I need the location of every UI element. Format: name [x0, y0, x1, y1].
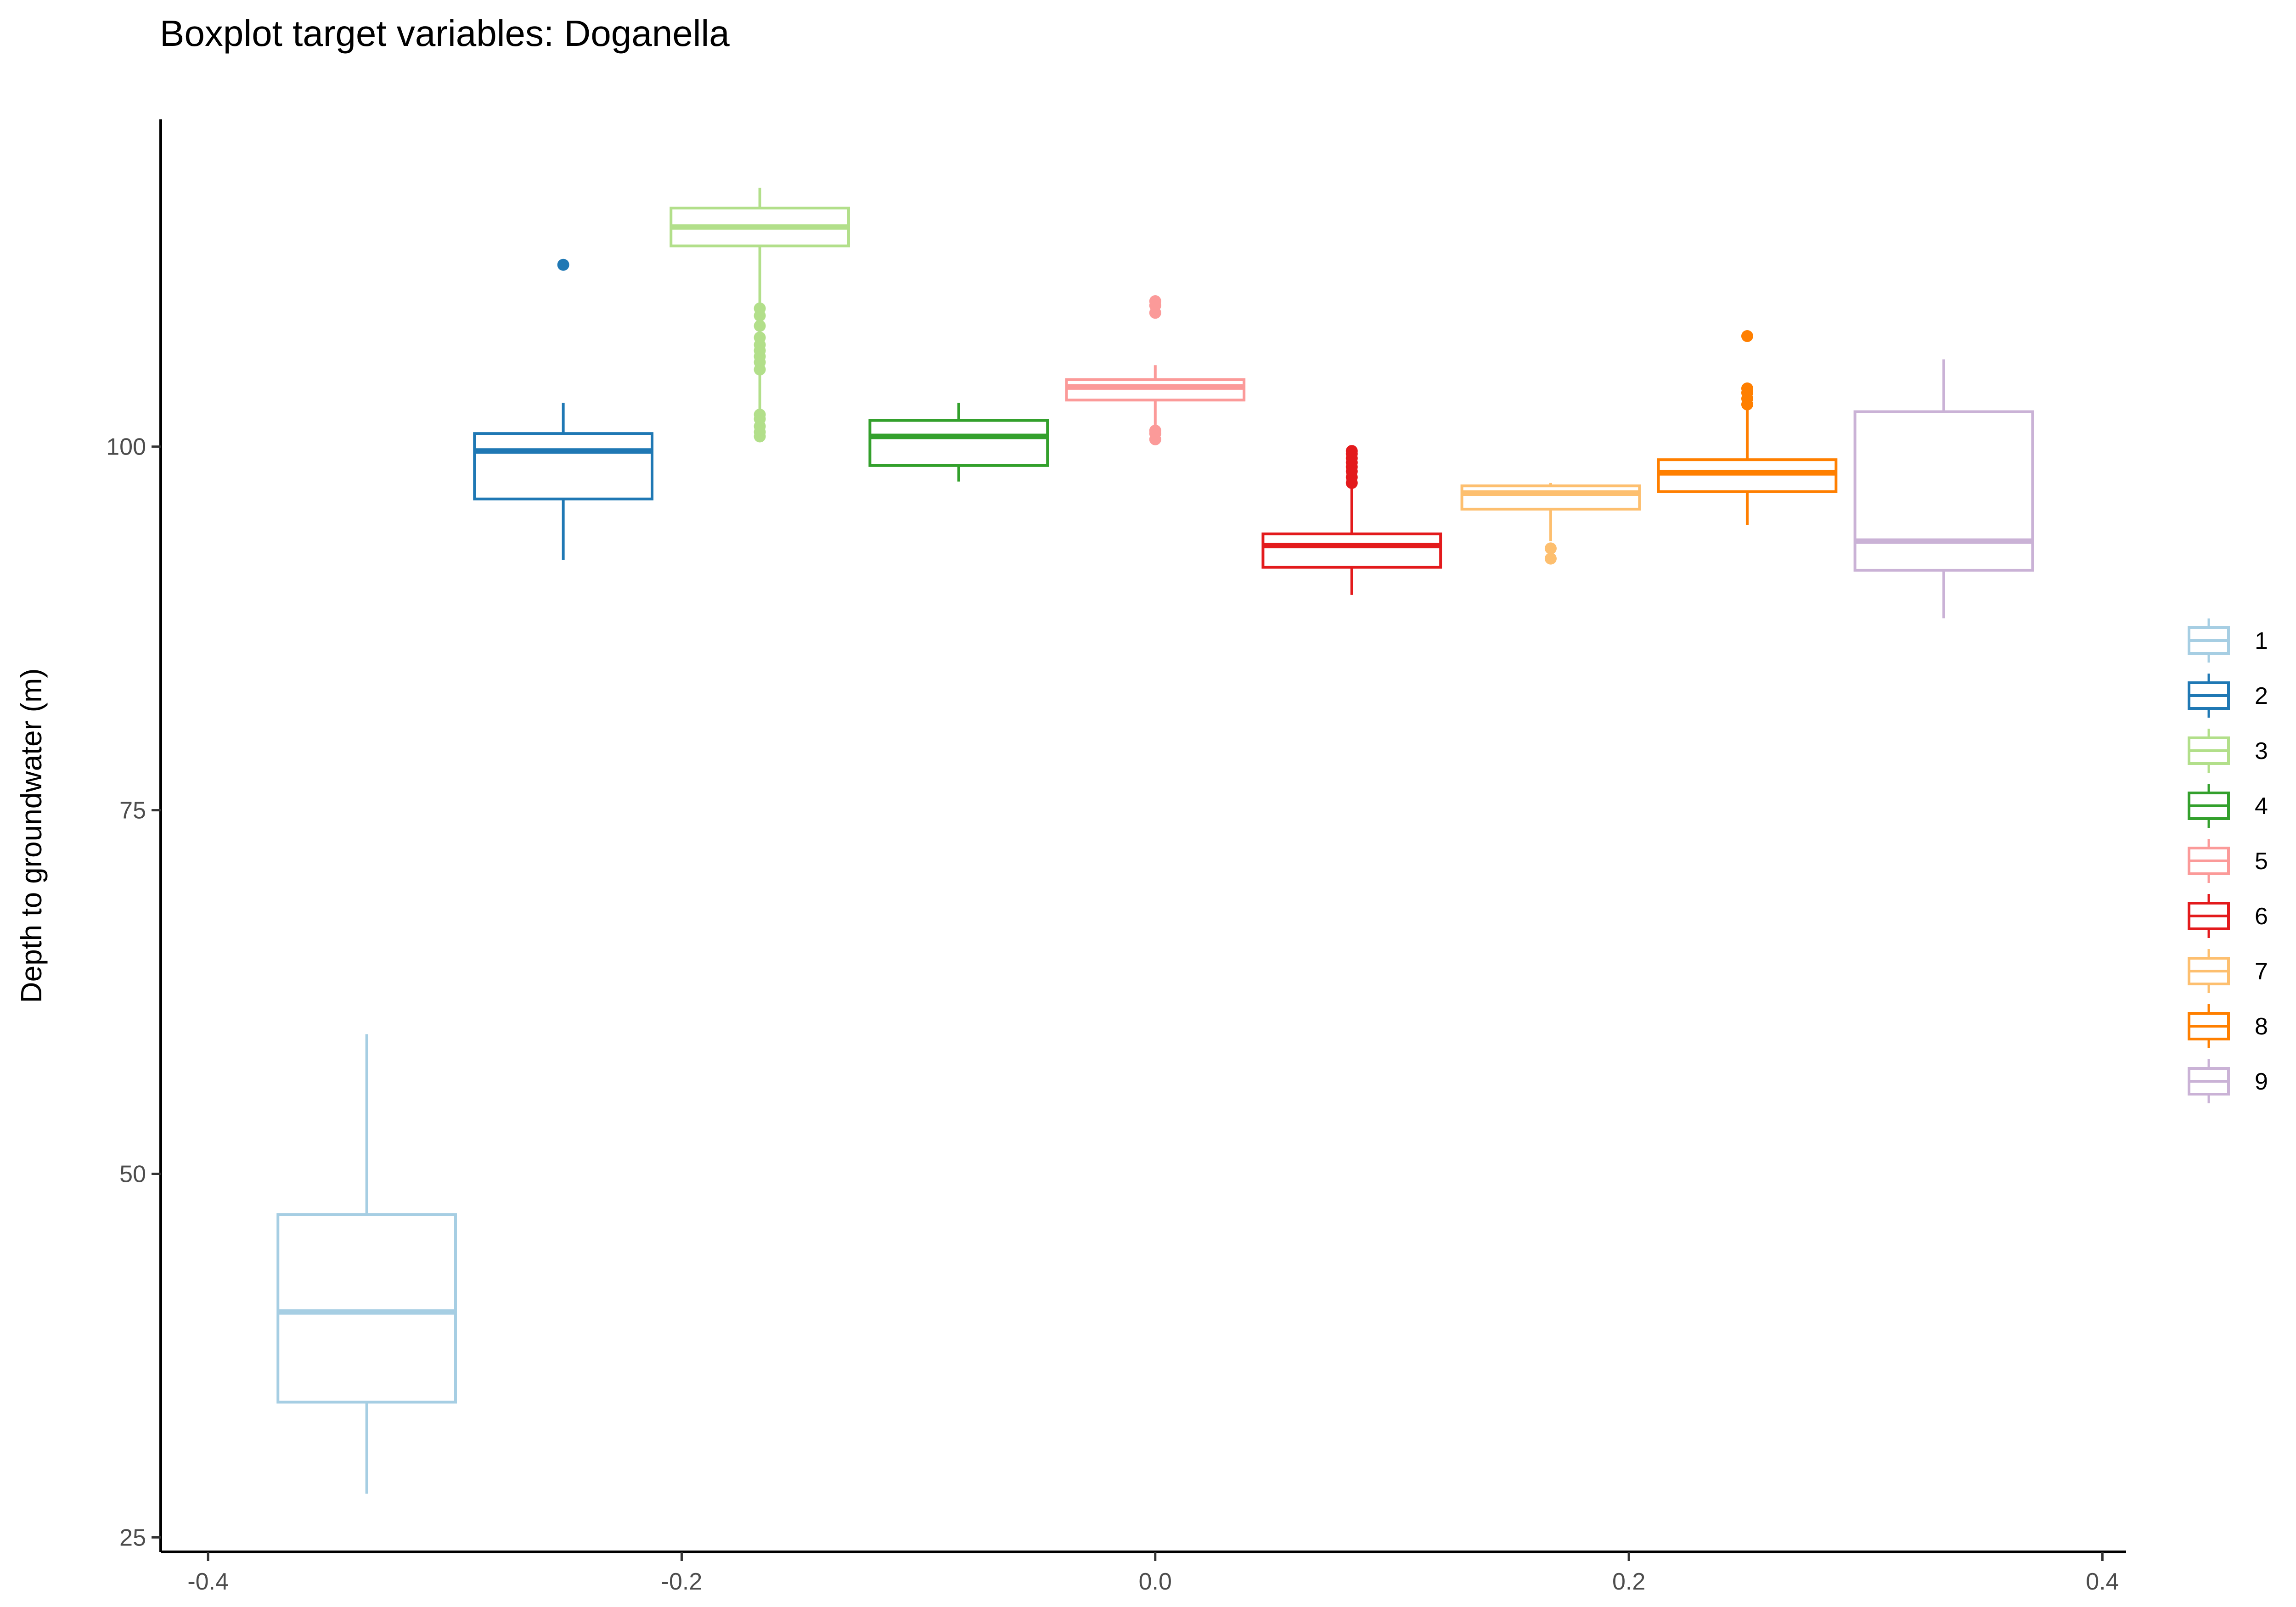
outlier-point — [1741, 330, 1753, 342]
box — [1065, 378, 1246, 402]
legend-label: 8 — [2255, 1013, 2268, 1040]
box — [868, 419, 1049, 467]
outlier-point — [754, 409, 766, 421]
plot-area — [276, 187, 2034, 1494]
box-series-6 — [1261, 445, 1442, 595]
legend-label: 4 — [2255, 793, 2268, 820]
y-tick-label: 75 — [119, 798, 146, 824]
outlier-point — [754, 320, 766, 332]
y-tick-label: 50 — [119, 1161, 146, 1187]
outlier-point — [1149, 424, 1161, 437]
box-series-5 — [1065, 295, 1246, 445]
outlier-point — [754, 302, 766, 315]
legend-item-9: 9 — [2188, 1059, 2268, 1103]
box-series-9 — [1853, 359, 2034, 618]
legend: 1 2 3 4 5 6 7 8 9 — [2188, 618, 2268, 1103]
x-tick-label: -0.4 — [187, 1568, 229, 1595]
box — [1853, 410, 2034, 572]
legend-label: 6 — [2255, 903, 2268, 930]
box — [1261, 532, 1442, 569]
legend-item-4: 4 — [2188, 784, 2268, 828]
legend-item-6: 6 — [2188, 894, 2268, 938]
box-series-3 — [670, 187, 850, 443]
box — [1657, 458, 1838, 493]
y-axis-title: Depth to groundwater (m) — [15, 668, 48, 1003]
outlier-point — [1544, 552, 1557, 565]
box — [276, 1213, 457, 1404]
x-axis: -0.4 -0.2 0.0 0.2 0.4 — [161, 1551, 2126, 1595]
x-tick-label: -0.2 — [661, 1568, 703, 1595]
legend-item-7: 7 — [2188, 949, 2268, 993]
legend-label: 3 — [2255, 738, 2268, 764]
legend-label: 2 — [2255, 683, 2268, 709]
box — [1460, 484, 1641, 511]
legend-label: 9 — [2255, 1068, 2268, 1095]
outlier-point — [1741, 382, 1753, 394]
legend-item-3: 3 — [2188, 729, 2268, 773]
outlier-point — [1345, 445, 1358, 457]
legend-label: 5 — [2255, 848, 2268, 875]
box-series-1 — [276, 1034, 457, 1494]
legend-item-5: 5 — [2188, 839, 2268, 883]
legend-label: 1 — [2255, 628, 2268, 654]
x-tick-label: 0.0 — [1139, 1568, 1172, 1595]
outlier-point — [1149, 295, 1161, 307]
legend-item-1: 1 — [2188, 618, 2268, 663]
x-tick-label: 0.2 — [1612, 1568, 1645, 1595]
y-tick-label: 25 — [119, 1524, 146, 1551]
y-axis: 25 50 75 100 — [106, 119, 162, 1552]
box-series-7 — [1460, 483, 1641, 565]
y-tick-label: 100 — [106, 434, 146, 461]
legend-label: 7 — [2255, 958, 2268, 985]
box — [473, 432, 654, 500]
box-series-4 — [868, 403, 1049, 482]
outlier-point — [1544, 542, 1557, 555]
box-series-2 — [473, 258, 654, 560]
outlier-point — [754, 332, 766, 344]
legend-item-8: 8 — [2188, 1004, 2268, 1048]
outlier-point — [557, 258, 569, 271]
box-series-8 — [1657, 330, 1838, 525]
chart-title: Boxplot target variables: Doganella — [160, 13, 730, 54]
x-tick-label: 0.4 — [2086, 1568, 2119, 1595]
legend-item-2: 2 — [2188, 674, 2268, 718]
